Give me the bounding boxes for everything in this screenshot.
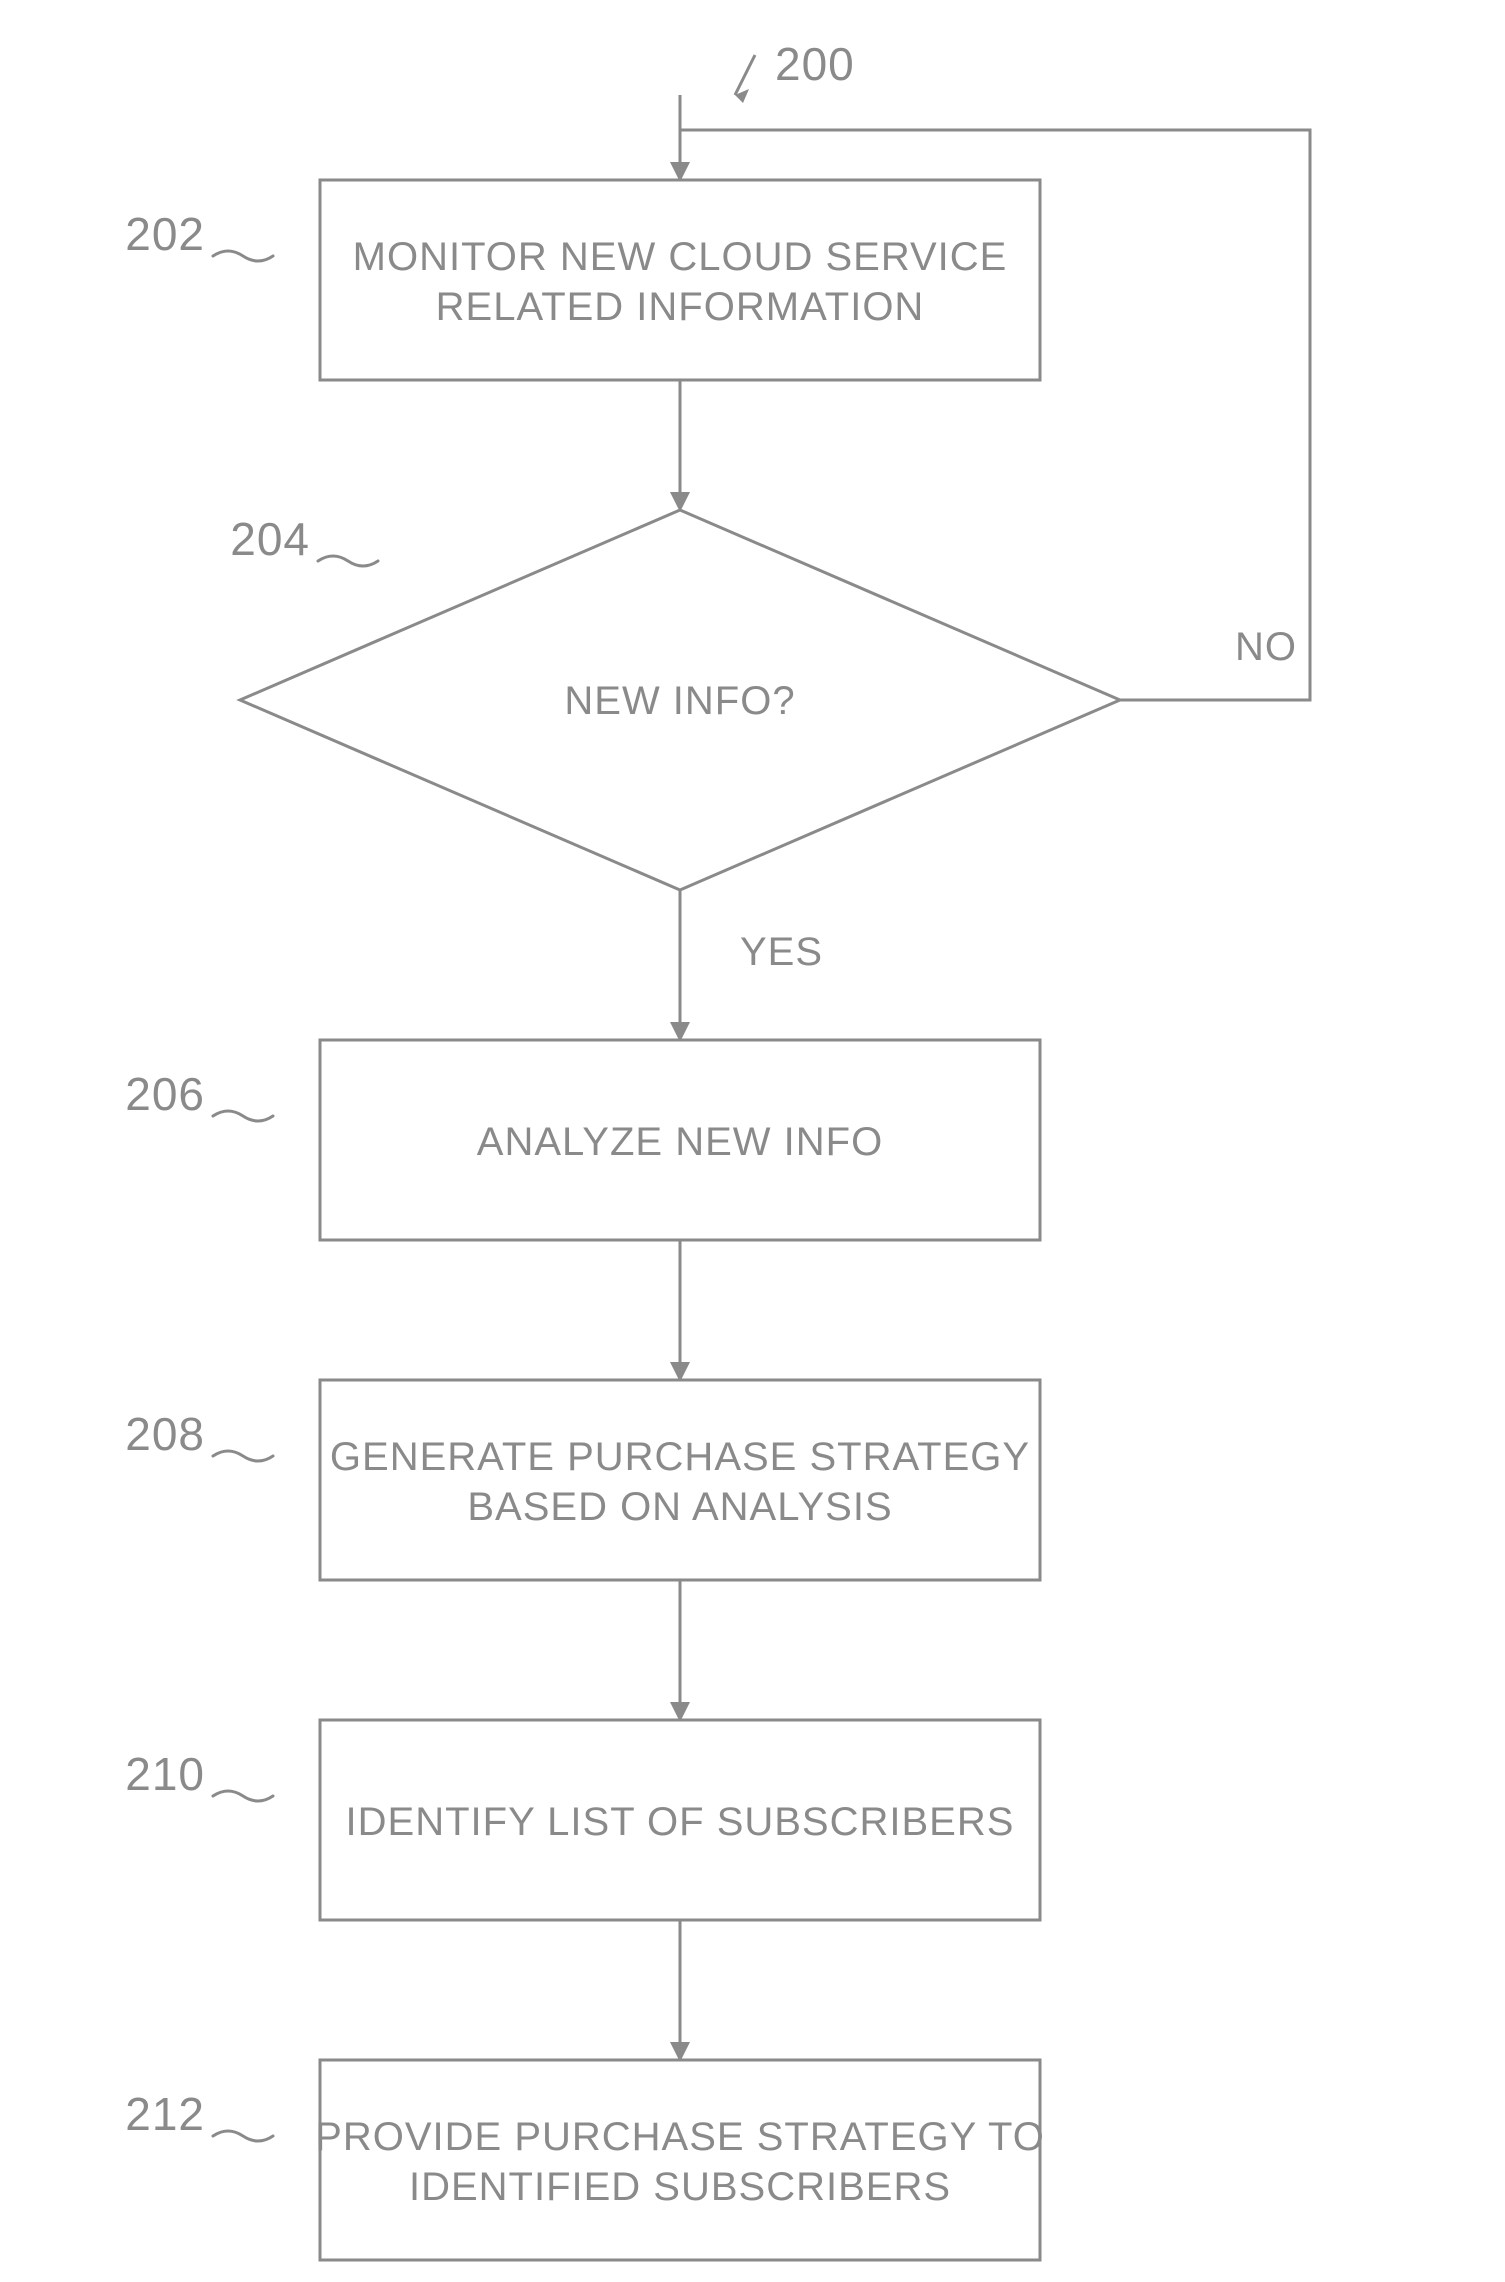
ref-leader [213, 2131, 273, 2141]
process-n208 [320, 1380, 1040, 1580]
ref-leader [213, 1111, 273, 1121]
edge-label-no: NO [1235, 625, 1297, 669]
process-n212 [320, 2060, 1040, 2260]
ref-200: 200 [775, 38, 855, 90]
process-label-n208-1: BASED ON ANALYSIS [467, 1485, 892, 1529]
process-label-n212-1: IDENTIFIED SUBSCRIBERS [409, 2165, 951, 2209]
edge-label-yes: YES [740, 930, 823, 974]
process-label-n210-0: IDENTIFY LIST OF SUBSCRIBERS [346, 1800, 1015, 1844]
ref-202: 202 [125, 208, 205, 260]
ref-leader [213, 1791, 273, 1801]
ref-204: 204 [230, 513, 310, 565]
decision-label-n204: NEW INFO? [564, 679, 795, 723]
process-label-n208-0: GENERATE PURCHASE STRATEGY [330, 1435, 1030, 1479]
title-arrow [735, 55, 755, 95]
process-label-n212-0: PROVIDE PURCHASE STRATEGY TO [315, 2115, 1045, 2159]
ref-210: 210 [125, 1748, 205, 1800]
ref-206: 206 [125, 1068, 205, 1120]
ref-leader [213, 251, 273, 261]
ref-leader [318, 556, 378, 566]
ref-leader [213, 1451, 273, 1461]
ref-212: 212 [125, 2088, 205, 2140]
process-label-n202-0: MONITOR NEW CLOUD SERVICE [353, 235, 1008, 279]
process-label-n202-1: RELATED INFORMATION [436, 285, 925, 329]
ref-208: 208 [125, 1408, 205, 1460]
flowchart-svg: 200 YES NO MONITOR NEW CLOUD SERVICE RELATED… [0, 0, 1505, 2282]
process-n202 [320, 180, 1040, 380]
process-label-n206-0: ANALYZE NEW INFO [477, 1120, 883, 1164]
